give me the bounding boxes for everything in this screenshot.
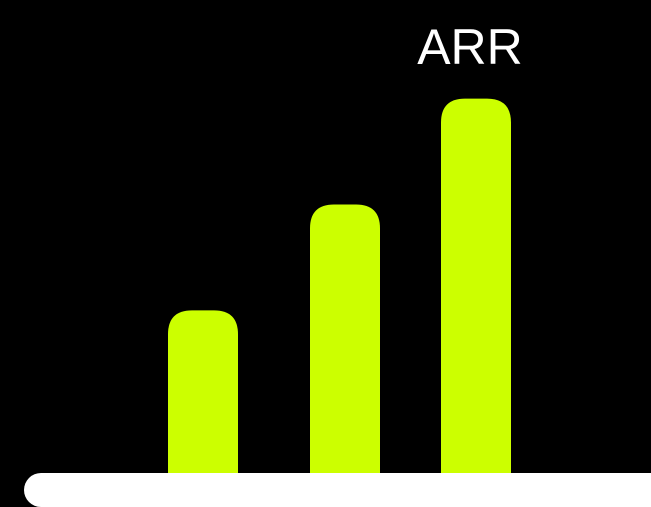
x-axis-baseline <box>24 473 651 507</box>
bar-2 <box>310 204 380 475</box>
bars-group <box>168 98 511 476</box>
chart-title: ARR <box>417 19 523 75</box>
bar-1 <box>168 310 238 475</box>
bar-3 <box>441 98 511 476</box>
